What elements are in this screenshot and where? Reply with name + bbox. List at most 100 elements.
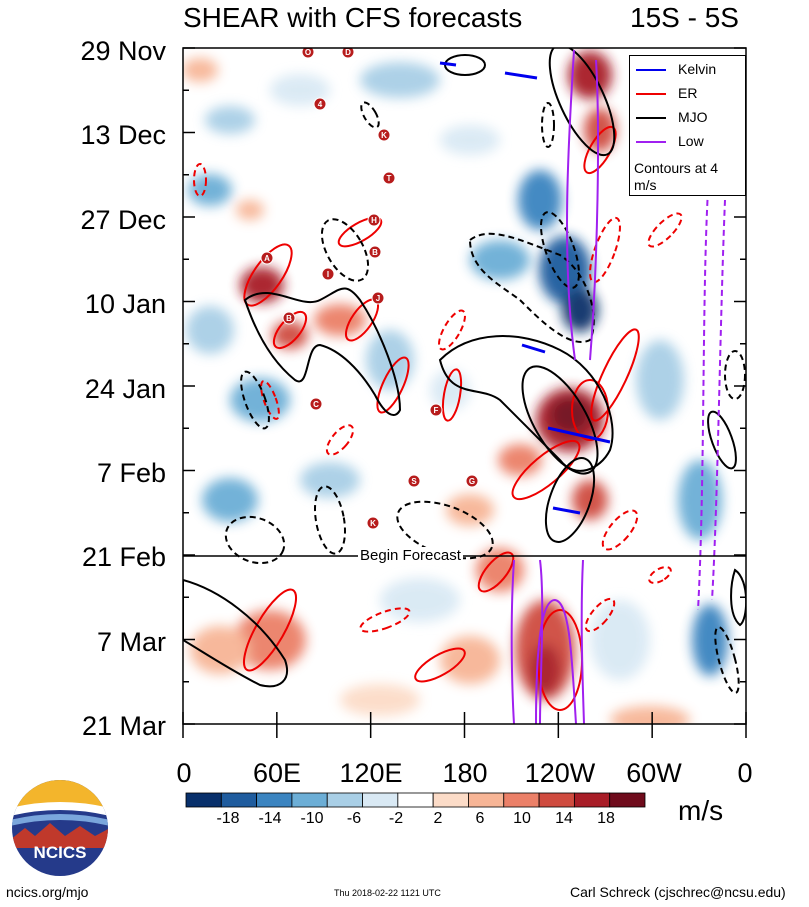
er-contour bbox=[272, 310, 308, 350]
y-tick-label: 29 Nov bbox=[80, 36, 166, 66]
er-contour bbox=[441, 368, 463, 422]
mjo-contour bbox=[548, 48, 616, 157]
mjo-contour bbox=[183, 578, 288, 688]
cyclone-marker-label: 4 bbox=[318, 100, 323, 109]
logo-text: NCICS bbox=[34, 843, 87, 862]
colorbar-cell bbox=[185, 792, 222, 808]
ncics-logo: NCICS bbox=[12, 780, 108, 876]
footer-timestamp: Thu 2018-02-22 1121 UTC bbox=[334, 888, 441, 898]
low-neg-contour bbox=[697, 189, 709, 611]
mjo-neg-contour bbox=[314, 485, 346, 555]
cyclone-marker bbox=[368, 245, 382, 259]
chart-title: SHEAR with CFS forecasts bbox=[183, 2, 523, 33]
mjo-neg-contour bbox=[224, 515, 286, 565]
colorbar-cell bbox=[326, 792, 363, 808]
y-tick-label: 7 Feb bbox=[96, 458, 166, 488]
colorbar-cell bbox=[220, 792, 258, 808]
colorbar-cell bbox=[468, 792, 505, 808]
shear-field bbox=[183, 51, 728, 724]
kelvin-contour bbox=[439, 61, 457, 67]
legend-swatch bbox=[636, 141, 666, 143]
cyclone-marker-label: G bbox=[469, 477, 475, 486]
contours bbox=[183, 48, 746, 724]
mjo-neg-contour bbox=[540, 211, 580, 289]
colorbar-label: 2 bbox=[433, 810, 443, 827]
cyclone-marker bbox=[407, 474, 421, 488]
kelvin-contour bbox=[552, 506, 581, 515]
hovmoller-chart: O D 4 K T H B A I J B C F S G K bbox=[182, 47, 747, 738]
colorbar-label: -6 bbox=[346, 810, 362, 827]
mjo-contour bbox=[438, 335, 614, 472]
low-contour bbox=[589, 59, 599, 361]
low-contour bbox=[566, 49, 576, 361]
legend-label: MJO bbox=[678, 109, 708, 125]
cyclone-marker bbox=[377, 128, 391, 142]
cyclone-marker bbox=[341, 48, 355, 59]
cyclone-marker bbox=[301, 48, 315, 59]
low-contour bbox=[510, 559, 515, 724]
colorbar-label: 14 bbox=[555, 810, 573, 827]
cyclone-marker-label: D bbox=[345, 48, 351, 57]
mjo-neg-contour bbox=[714, 626, 740, 694]
legend-label: Low bbox=[678, 133, 704, 149]
x-tick-label: 120W bbox=[524, 758, 596, 788]
legend-note: Contours at 4 m/s bbox=[634, 160, 719, 193]
er-neg-contour bbox=[359, 607, 411, 633]
chart-legend: Kelvin ER MJO Low Contours at 4 m/s bbox=[629, 55, 746, 196]
mjo-neg-contour bbox=[468, 232, 595, 343]
low-contour bbox=[539, 559, 544, 724]
y-tick-label: 21 Feb bbox=[81, 542, 166, 572]
colorbar-cell bbox=[362, 792, 399, 808]
y-tick-label: 13 Dec bbox=[80, 120, 166, 150]
cyclone-marker-label: K bbox=[381, 131, 387, 140]
mjo-contour bbox=[243, 287, 402, 416]
colorbar-cell bbox=[397, 792, 434, 808]
y-tick-label: 10 Jan bbox=[84, 289, 166, 319]
axis-ticks bbox=[182, 47, 747, 738]
colorbar-cell bbox=[609, 792, 646, 808]
colorbar-cell bbox=[538, 792, 575, 808]
er-neg-contour bbox=[648, 566, 672, 584]
mjo-neg-contour bbox=[541, 102, 555, 148]
cyclone-marker-label: H bbox=[371, 216, 377, 225]
colorbar bbox=[185, 792, 646, 808]
region-label: 15S - 5S bbox=[630, 2, 739, 33]
legend-label: ER bbox=[678, 85, 698, 101]
legend-swatch bbox=[636, 93, 666, 95]
x-tick-label: 60E bbox=[252, 758, 302, 788]
cyclone-marker bbox=[367, 213, 381, 227]
legend-swatch bbox=[636, 69, 666, 71]
er-neg-contour bbox=[601, 509, 639, 551]
cyclone-marker bbox=[309, 397, 323, 411]
y-tick-label: 24 Jan bbox=[84, 374, 166, 404]
low-contour bbox=[535, 598, 577, 724]
colorbar-cell bbox=[256, 792, 293, 808]
cyclone-marker-label: F bbox=[434, 406, 439, 415]
legend-swatch bbox=[636, 117, 666, 119]
x-tick-label: 0 bbox=[737, 758, 753, 788]
cyclone-marker bbox=[382, 171, 396, 185]
cyclone-marker-label: S bbox=[411, 477, 417, 486]
mjo-neg-contour bbox=[724, 350, 746, 400]
cyclone-marker bbox=[366, 516, 380, 530]
kelvin-contour bbox=[504, 71, 538, 80]
legend-label: Kelvin bbox=[678, 61, 717, 77]
mjo-neg-contour bbox=[240, 370, 270, 430]
er-neg-contour bbox=[584, 597, 616, 633]
low-contour bbox=[580, 559, 585, 724]
y-tick-label: 27 Dec bbox=[80, 205, 166, 235]
er-contour bbox=[414, 647, 466, 683]
cyclone-marker-label: C bbox=[313, 400, 319, 409]
mjo-neg-contour bbox=[396, 500, 494, 560]
er-contour bbox=[590, 328, 640, 422]
colorbar-label: -10 bbox=[300, 810, 324, 827]
colorbar-label: -18 bbox=[216, 810, 240, 827]
cyclone-marker-label: A bbox=[264, 254, 270, 263]
colorbar-units: m/s bbox=[678, 795, 724, 826]
cyclone-marker bbox=[282, 311, 296, 325]
mjo-neg-contour bbox=[360, 101, 380, 129]
footer-website[interactable]: ncics.org/mjo bbox=[6, 884, 89, 900]
er-contour bbox=[477, 551, 515, 593]
footer-author: Carl Schreck (cjschrec@ncsu.edu) bbox=[570, 884, 786, 900]
cyclone-marker-label: O bbox=[305, 48, 311, 57]
